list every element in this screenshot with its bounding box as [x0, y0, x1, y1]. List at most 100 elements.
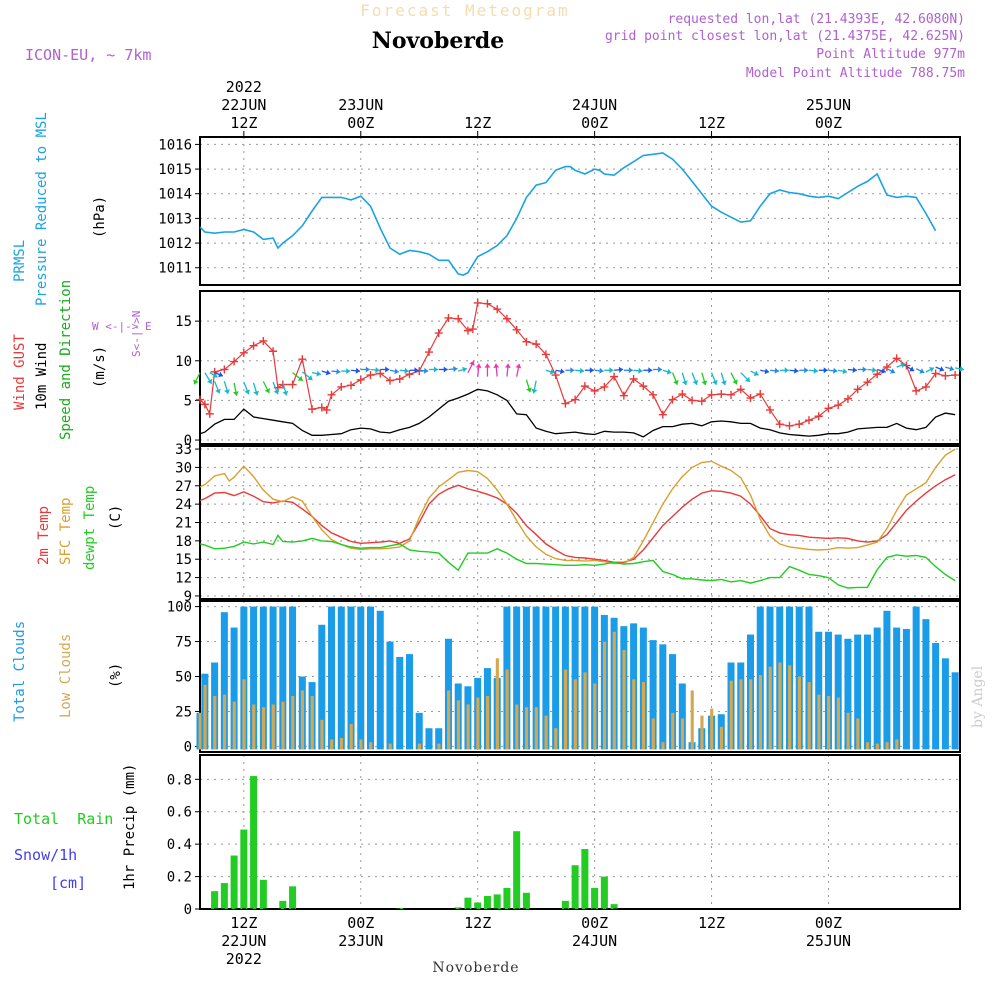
gust-marker: [639, 382, 648, 391]
wind-arrow-head: [212, 372, 218, 378]
gust-marker: [512, 325, 521, 334]
sfc-label: SFC Temp: [58, 498, 74, 565]
wind-arrow-head: [712, 379, 718, 385]
gust-marker: [259, 336, 268, 345]
wind-arrow-head: [673, 379, 679, 385]
time-label-bottom: 24JUN: [572, 932, 617, 950]
gust-marker: [561, 399, 570, 408]
y-tick-label: 75: [175, 635, 192, 651]
low-cloud-bar: [622, 649, 626, 750]
wind-arrow-head: [852, 366, 857, 373]
wind-arrow-head: [215, 388, 221, 394]
y-tick-label: 0.8: [167, 772, 192, 788]
total-cloud-bar: [337, 606, 345, 750]
y-tick-label: 18: [175, 534, 192, 550]
wind10m-label: 10m Wind: [34, 343, 50, 410]
gust-marker: [873, 370, 882, 379]
y-tick-label: 9: [184, 589, 192, 605]
low-cloud-bar: [300, 690, 305, 750]
time-label-top: 25JUN: [806, 96, 851, 114]
total-cloud-bar: [405, 654, 413, 750]
gust-marker: [707, 390, 716, 399]
y-tick-label: 0: [184, 433, 192, 449]
total-cloud-bar: [854, 634, 862, 750]
low-cloud-bar: [281, 701, 285, 750]
low-cloud-bar: [349, 724, 353, 750]
low-cloud-bar: [563, 669, 568, 750]
low-cloud-bar: [222, 694, 227, 750]
total-cloud-bar: [912, 606, 920, 750]
total-cloud-bar: [649, 640, 657, 750]
gust-marker: [746, 394, 755, 403]
total-cloud-bar: [941, 658, 949, 750]
total-cloud-bar: [902, 628, 910, 750]
prmsl-label: PRMSL: [12, 240, 28, 282]
y-tick-label: 1014: [158, 187, 192, 203]
low-cloud-bar: [252, 704, 256, 750]
gust-marker: [571, 395, 580, 404]
low-cloud-bar: [198, 712, 202, 750]
compass-sn: S<-|->N: [130, 311, 143, 357]
wind-arrow-head: [307, 375, 313, 380]
low-clouds-label: Low Clouds: [58, 634, 74, 718]
y-tick-label: 0: [184, 739, 192, 755]
total-cloud-bar: [932, 642, 940, 750]
low-cloud-bar: [242, 679, 246, 750]
gust-marker: [322, 405, 331, 414]
gust-marker: [688, 396, 697, 405]
wind-arrow-head: [394, 368, 399, 375]
low-cloud-bar: [768, 666, 772, 750]
wind-arrow-head: [273, 389, 280, 395]
wind-arrow-head: [949, 365, 955, 372]
wind-arrow-head: [784, 367, 789, 374]
model-label: ICON-EU, ~ 7km: [25, 46, 151, 64]
low-cloud-bar: [505, 669, 509, 750]
rain-bar: [289, 886, 297, 909]
y-tick-label: 1011: [158, 261, 192, 277]
low-cloud-bar: [690, 690, 694, 750]
panel-frame: [199, 136, 961, 286]
gust-marker: [629, 374, 638, 383]
total-cloud-bar: [376, 610, 384, 750]
gust-marker: [785, 421, 794, 430]
y-tick-label: 100: [167, 600, 192, 616]
wind-arrow-head: [959, 365, 964, 372]
gust-marker: [580, 382, 589, 391]
wind-arrow-head: [206, 378, 213, 384]
low-cloud-bar: [339, 738, 344, 750]
wind-arrow-head: [745, 376, 750, 382]
gust-marker: [532, 340, 541, 349]
gust-marker: [882, 363, 891, 372]
total-cloud-bar: [347, 606, 355, 750]
low-cloud-bar: [456, 700, 460, 750]
gust-marker: [205, 409, 214, 418]
y-tick-label: 15: [175, 552, 192, 568]
y-tick-label: 15: [175, 314, 192, 330]
total-cloud-bar: [922, 619, 930, 750]
wind-arrow-head: [813, 367, 818, 374]
wind-arrow-head: [872, 366, 877, 373]
low-cloud-bar: [310, 696, 314, 750]
total-cloud-bar: [805, 606, 813, 750]
gust-marker: [502, 314, 511, 323]
wind-arrow-head: [579, 367, 585, 374]
wind-arrow-head: [423, 367, 429, 374]
wind-arrow-head: [794, 367, 799, 374]
wind-arrow-head: [346, 368, 351, 375]
total-cloud-bar: [591, 606, 599, 750]
total-cloud-bar: [513, 606, 521, 750]
gust-marker: [493, 305, 502, 314]
faint-title: Forecast Meteogram: [360, 1, 569, 20]
gust-marker: [473, 298, 482, 307]
y-tick-label: 25: [175, 704, 192, 720]
y-tick-label: 30: [175, 460, 192, 476]
low-cloud-bar: [739, 679, 743, 750]
gust-marker: [590, 386, 599, 395]
footer-location: Novoberde: [432, 960, 519, 976]
wind-arrow-head: [484, 363, 491, 368]
gust-marker: [522, 337, 531, 346]
rain-bar: [600, 876, 608, 909]
low-cloud-bar: [447, 690, 451, 750]
y-tick-label: 12: [175, 571, 192, 587]
